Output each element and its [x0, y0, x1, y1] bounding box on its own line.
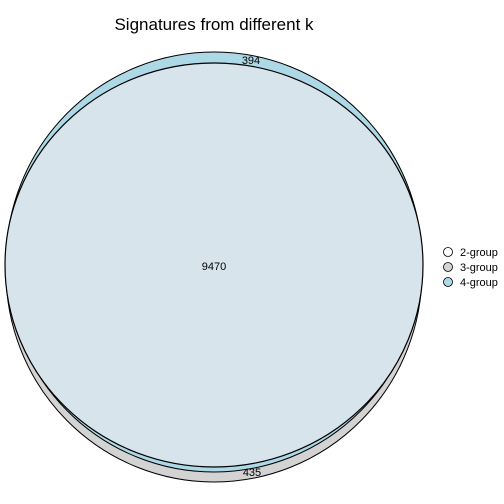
legend: 2-group 3-group 4-group — [443, 247, 498, 289]
legend-item-2-group: 2-group — [443, 247, 498, 259]
chart-title: Signatures from different k — [114, 15, 314, 34]
legend-swatch-3-group — [443, 262, 453, 272]
legend-label-2-group: 2-group — [460, 247, 498, 259]
legend-item-4-group: 4-group — [443, 277, 498, 289]
legend-item-3-group: 3-group — [443, 262, 498, 274]
region-label-4-group-only: 394 — [242, 55, 260, 67]
legend-label-4-group: 4-group — [460, 277, 498, 289]
region-label-all: 9470 — [202, 261, 226, 273]
legend-label-3-group: 3-group — [460, 262, 498, 274]
region-label-3-group-only: 435 — [243, 467, 261, 479]
legend-swatch-2-group — [443, 247, 453, 257]
overlap-all-groups — [4, 62, 424, 468]
legend-swatch-4-group — [443, 277, 453, 287]
